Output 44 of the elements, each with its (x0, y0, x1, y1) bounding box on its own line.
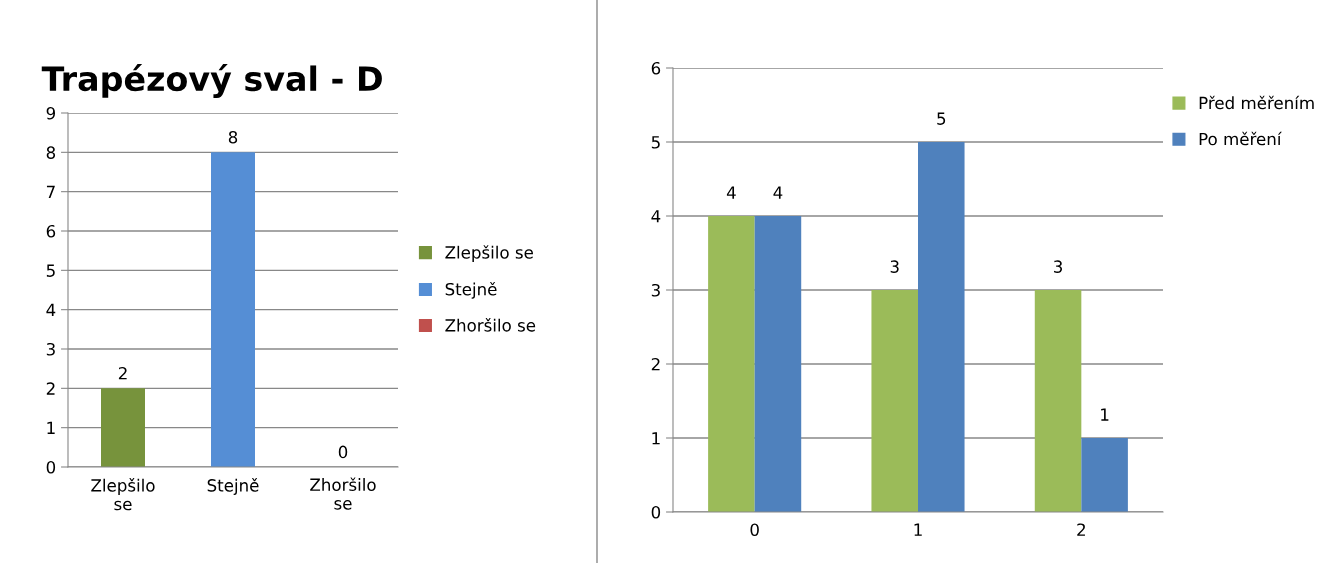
y-tick-label: 8 (46, 146, 56, 159)
y-tick-label: 9 (46, 106, 56, 120)
bar (708, 216, 755, 512)
y-tick-label: 2 (46, 382, 55, 395)
data-label: 8 (228, 130, 238, 144)
bar (1034, 290, 1082, 512)
y-tick-label: 6 (46, 224, 56, 238)
data-label: 3 (890, 260, 899, 273)
legend-label: Zlepšilo se (445, 245, 533, 262)
y-tick-label: 3 (651, 283, 660, 297)
y-tick-label: 5 (46, 264, 55, 277)
chart-title: Trapézový sval - D (41, 64, 382, 98)
x-tick-label: Stejně (207, 478, 259, 495)
legend-label: Zhoršilo se (445, 318, 536, 332)
x-tick-label: Zhoršilo se (310, 477, 376, 510)
data-label: 1 (1101, 408, 1109, 421)
bar (871, 290, 918, 512)
y-tick-label: 2 (651, 357, 660, 371)
data-label: 4 (726, 186, 736, 199)
x-tick-label: 1 (914, 523, 922, 536)
y-tick-label: 1 (652, 432, 660, 445)
y-tick-label: 4 (46, 303, 56, 316)
y-tick-label: 6 (651, 61, 661, 75)
bar (918, 142, 965, 512)
data-label: 2 (118, 366, 127, 380)
bar (754, 216, 802, 512)
legend-label: Před měřením (1199, 95, 1314, 110)
y-tick-label: 5 (651, 136, 660, 149)
data-label: 4 (773, 186, 783, 199)
data-label: 3 (1054, 260, 1063, 273)
y-tick-label: 1 (47, 421, 55, 434)
bar (1081, 438, 1128, 512)
x-tick-label: 0 (750, 523, 759, 537)
y-tick-label: 4 (651, 210, 661, 223)
legend-label: Stejně (445, 281, 497, 299)
y-tick-label: 7 (46, 185, 55, 198)
y-tick-label: 3 (46, 342, 55, 356)
y-tick-label: 0 (651, 505, 661, 519)
x-tick-label: 2 (1077, 523, 1085, 536)
data-label: 0 (338, 445, 348, 459)
x-tick-label: Zlepšilo se (91, 478, 155, 511)
legend-label: Po měření (1199, 131, 1282, 146)
data-label: 5 (937, 112, 946, 125)
y-tick-label: 0 (46, 460, 56, 474)
